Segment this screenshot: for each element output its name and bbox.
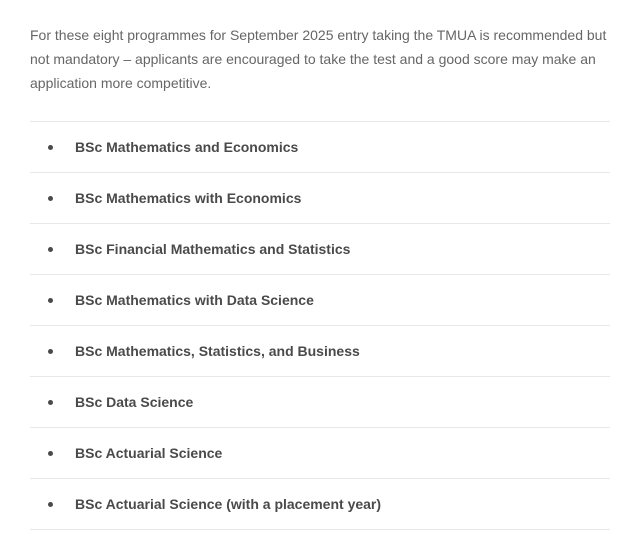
list-item: BSc Mathematics, Statistics, and Busines…: [30, 326, 610, 377]
list-item: BSc Mathematics with Data Science: [30, 275, 610, 326]
programme-label: BSc Actuarial Science: [75, 445, 222, 461]
list-item: BSc Actuarial Science (with a placement …: [30, 479, 610, 530]
bullet-icon: [48, 400, 53, 405]
programme-label: BSc Mathematics and Economics: [75, 139, 298, 155]
programme-label: BSc Actuarial Science (with a placement …: [75, 496, 381, 512]
programme-list: BSc Mathematics and Economics BSc Mathem…: [30, 121, 610, 530]
programme-label: BSc Data Science: [75, 394, 193, 410]
list-item: BSc Mathematics with Economics: [30, 173, 610, 224]
bullet-icon: [48, 196, 53, 201]
list-item: BSc Data Science: [30, 377, 610, 428]
list-item: BSc Actuarial Science: [30, 428, 610, 479]
bullet-icon: [48, 349, 53, 354]
list-item: BSc Financial Mathematics and Statistics: [30, 224, 610, 275]
programme-label: BSc Mathematics with Economics: [75, 190, 301, 206]
bullet-icon: [48, 502, 53, 507]
programme-label: BSc Mathematics, Statistics, and Busines…: [75, 343, 360, 359]
intro-paragraph: For these eight programmes for September…: [30, 24, 610, 95]
list-item: BSc Mathematics and Economics: [30, 121, 610, 173]
bullet-icon: [48, 247, 53, 252]
bullet-icon: [48, 145, 53, 150]
bullet-icon: [48, 298, 53, 303]
programme-label: BSc Financial Mathematics and Statistics: [75, 241, 350, 257]
programme-label: BSc Mathematics with Data Science: [75, 292, 314, 308]
bullet-icon: [48, 451, 53, 456]
